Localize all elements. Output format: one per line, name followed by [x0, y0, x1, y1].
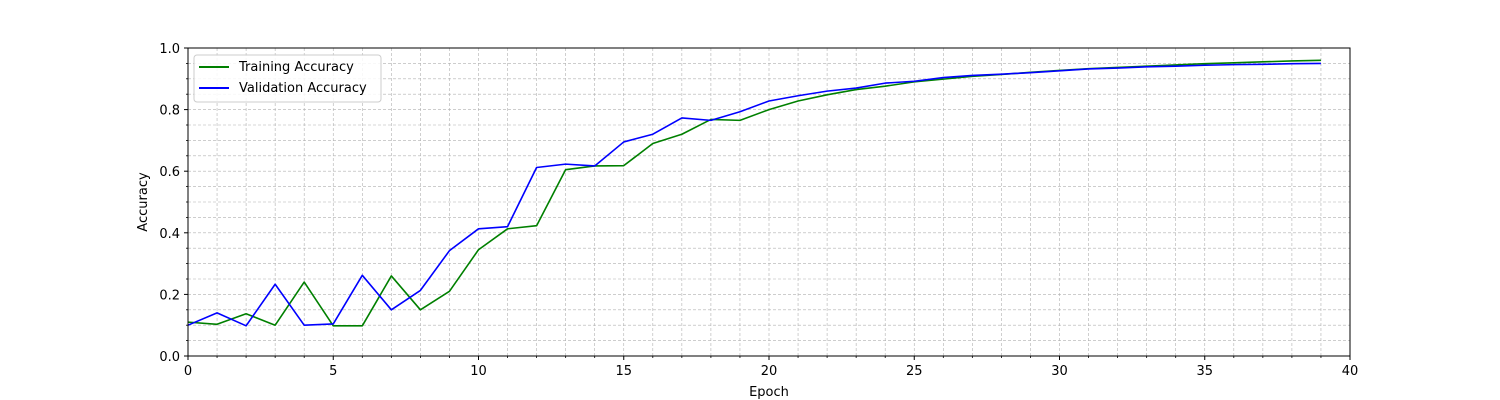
validation-accuracy-line	[187, 62, 1321, 327]
x-tick-label: 20	[761, 364, 778, 379]
y-tick-label: 0.6	[159, 165, 180, 180]
y-tick-label: 0.8	[159, 104, 180, 119]
ticks: 0 5 10 15 20 25 30 35 40 0.0 0.2 0.4 0.6 0.8 1.0	[159, 42, 1358, 379]
x-tick-label: 40	[1342, 364, 1359, 379]
series-layer	[187, 59, 1321, 327]
legend: Training Accuracy Validation Accuracy	[193, 54, 382, 103]
x-axis-label: Epoch	[749, 385, 789, 400]
y-tick-label: 0.2	[159, 288, 180, 303]
y-tick-label: 1.0	[159, 42, 180, 57]
y-tick-label: 0.0	[159, 350, 180, 365]
x-tick-label: 35	[1196, 364, 1213, 379]
legend-box	[193, 54, 382, 103]
y-tick-label: 0.4	[159, 227, 180, 242]
legend-label-validation: Validation Accuracy	[239, 81, 367, 96]
x-tick-label: 25	[906, 364, 923, 379]
x-tick-label: 30	[1051, 364, 1068, 379]
x-tick-label: 0	[184, 364, 192, 379]
x-tick-label: 5	[329, 364, 337, 379]
x-tick-label: 10	[470, 364, 487, 379]
y-axis-label: Accuracy	[136, 172, 151, 232]
x-tick-label: 15	[615, 364, 632, 379]
legend-label-training: Training Accuracy	[238, 60, 354, 75]
